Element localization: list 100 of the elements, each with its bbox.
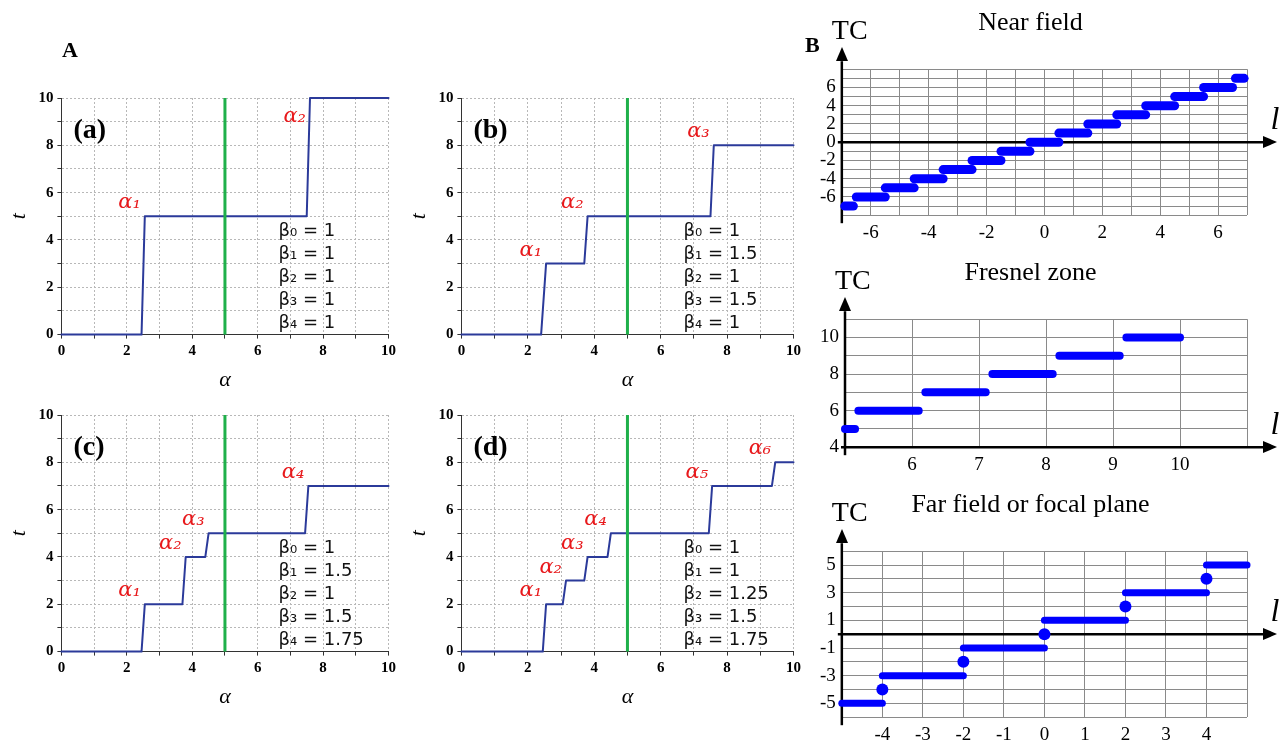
annotation: α₅ [685,458,709,483]
annotation: β₂ = 1 [278,580,337,604]
x-tick-label: 0 [57,342,66,359]
point [876,683,889,696]
x-tick-label: 4 [188,342,197,359]
y-tick-label: 10 [438,88,454,105]
x-tick-label: 3 [1161,722,1171,744]
y-tick-label: 0 [445,642,454,659]
x-tick-label: 10 [786,659,801,676]
y-tick-label: 2 [445,278,454,295]
x-tick-label: 10 [381,342,396,359]
x-tick-label: 0 [457,659,466,676]
x-tick-label: -3 [914,722,931,744]
x-tick-label: 6 [907,452,917,474]
x-tick-label: 4 [1155,220,1166,242]
x-tick-label: 8 [319,342,327,359]
y-tick-label: 0 [45,642,54,659]
point [1200,572,1213,585]
point [1119,600,1132,613]
annotation: β₄ = 1.75 [278,626,364,650]
annotation: α₂ [283,103,306,127]
y-tick-label: 6 [445,500,454,517]
annotation: α₂ [560,189,584,214]
y-axis-title: t [4,212,30,220]
y-tick-label: -1 [820,636,836,658]
x-tick-label: 8 [723,659,731,676]
x-tick-label: 8 [1041,452,1051,474]
annotation: β₂ = 1.25 [683,580,769,604]
annotation: β₁ = 1 [278,240,336,264]
x-tick-label: 2 [123,342,131,359]
y-tick-label: 5 [826,553,836,575]
x-tick-label: 9 [1108,452,1118,474]
text: A [62,37,78,63]
annotation: β₀ = 1 [278,534,337,558]
text: (b) [473,113,508,144]
y-tick-label: 6 [445,183,454,200]
annotation: β₄ = 1 [683,309,742,333]
annotation: α₁ [519,236,543,261]
x-tick-label: 10 [786,342,801,359]
x-tick-label: 6 [656,659,665,676]
annotation: β₀ = 1 [683,534,742,558]
x-axis-title: α [219,365,232,391]
annotation: α₄ [584,506,607,531]
x-tick-label: 2 [524,659,532,676]
chart-title: Far field or focal plane [911,489,1150,519]
y-tick-label: 3 [826,580,836,602]
y-tick-label: -5 [820,691,836,713]
x-tick-label: 6 [253,659,262,676]
y-tick-label: 6 [45,183,54,200]
y-tick-label: 8 [829,362,839,384]
annotation: α₁ [519,577,543,602]
x-tick-label: 2 [1097,220,1108,242]
x-axis-title: α [219,682,232,708]
point [957,655,970,668]
annotation: β₄ = 1 [278,309,336,333]
x-tick-label: 4 [1201,722,1212,744]
annotation: α₄ [281,458,305,483]
y-tick-label: 8 [445,136,454,153]
annotation: β₃ = 1.5 [278,603,354,627]
annotation: α₂ [159,529,182,554]
x-tick-label: -2 [955,722,972,744]
x-tick-label: -4 [874,722,891,744]
y-tick-label: 4 [445,547,454,564]
y-tick-label: 2 [445,595,454,612]
y-axis-title: t [404,212,430,220]
annotation: α₃ [687,118,710,143]
x-tick-label: 6 [1213,220,1223,242]
x-tick-label: 2 [524,342,532,359]
x-tick-label: 4 [188,659,197,676]
annotation: α₃ [181,506,205,531]
y-tick-label: 1 [826,608,836,630]
annotation: β₃ = 1.5 [683,603,759,627]
annotation: α₃ [560,529,584,554]
x-tick-label: 6 [656,342,665,359]
point [1038,628,1051,641]
y-tick-label: 0 [45,325,54,342]
annotation: β₂ = 1 [683,263,742,287]
text: (a) [73,113,107,144]
x-tick-label: 8 [319,659,327,676]
x-tick-label: 7 [974,452,984,474]
y-tick-label: 4 [45,547,54,564]
annotation: β₀ = 1 [278,217,336,241]
annotation: α₁ [118,189,141,214]
annotation: α₁ [118,577,141,602]
annotation: β₁ = 1.5 [278,557,354,581]
annotation: β₄ = 1.75 [683,626,769,650]
x-tick-label: 10 [1170,452,1190,474]
x-axis-title: l [1270,404,1280,441]
x-axis-title: l [1270,591,1280,628]
text: (c) [73,430,105,461]
y-axis-title: t [4,529,30,537]
annotation: β₃ = 1 [278,286,336,310]
x-tick-label: -6 [862,220,879,242]
x-tick-label: 2 [123,659,131,676]
annotation: β₃ = 1.5 [683,286,758,310]
x-tick-label: 6 [253,342,262,359]
y-axis-title: t [404,529,430,537]
y-tick-label: 10 [38,88,54,105]
x-tick-label: -4 [920,220,938,242]
x-tick-label: -1 [995,722,1012,744]
